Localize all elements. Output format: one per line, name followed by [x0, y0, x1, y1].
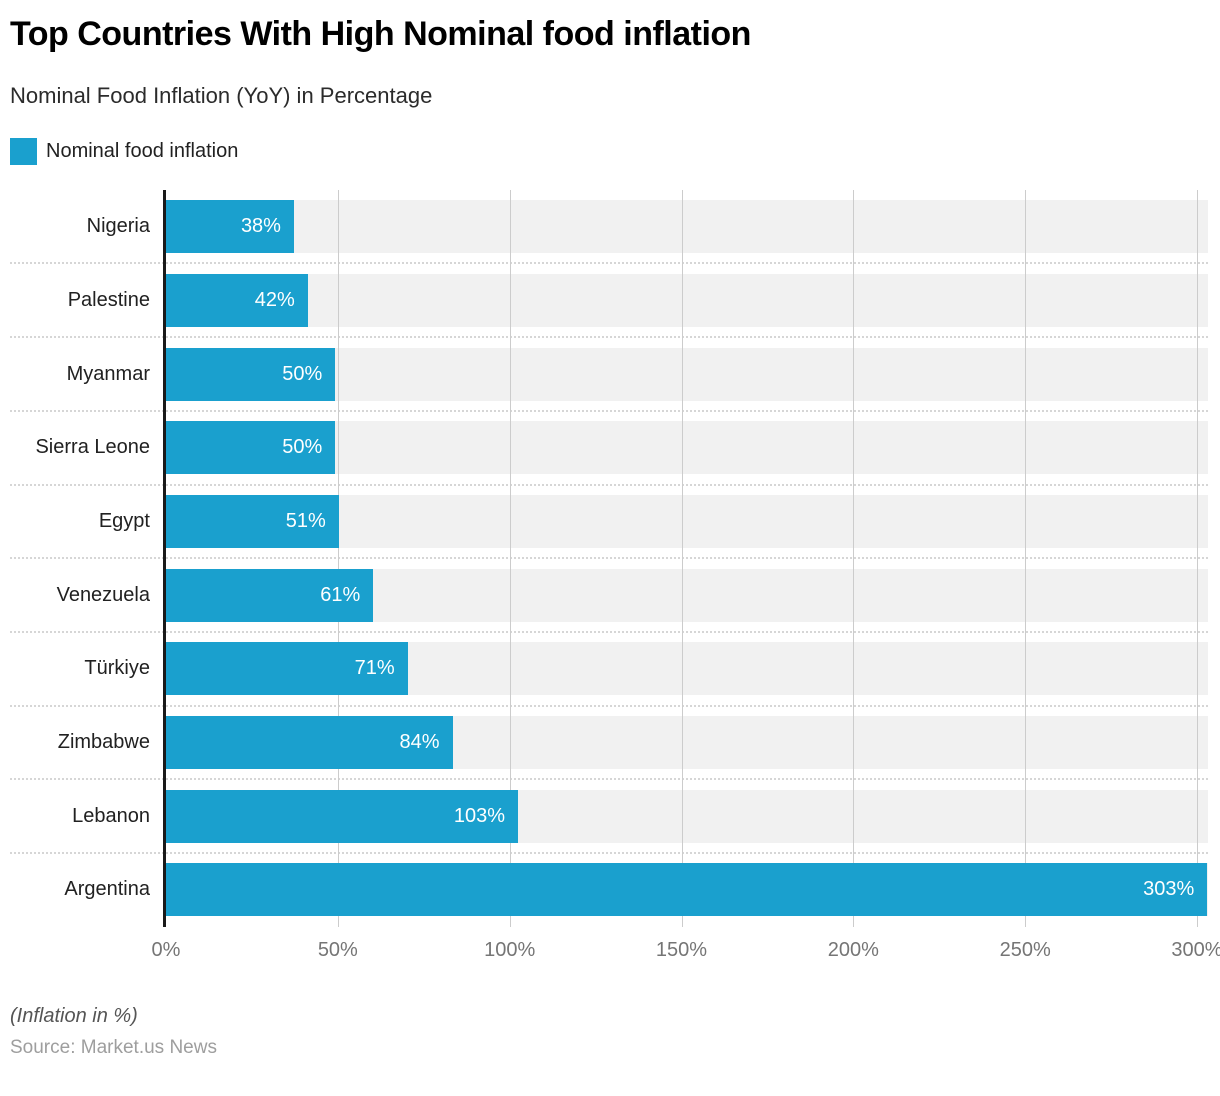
chart-row: Türkiye 71%	[0, 632, 1208, 707]
category-label: Myanmar	[66, 362, 150, 385]
chart-row: Lebanon 103%	[0, 779, 1208, 854]
x-tick-label: 100%	[484, 938, 536, 961]
bar-track: 61%	[163, 568, 1208, 622]
x-tick-label: 0%	[151, 938, 181, 961]
bar-nigeria[interactable]: 38%	[163, 200, 294, 254]
bar-zimbabwe[interactable]: 84%	[163, 715, 453, 769]
y-axis-line	[163, 189, 166, 927]
category-label: Venezuela	[56, 583, 150, 606]
bar-value-label: 50%	[282, 362, 323, 385]
category-label: Egypt	[98, 509, 150, 532]
chart-page: Top Countries With High Nominal food inf…	[0, 14, 1220, 1096]
x-axis: 0% 50% 100% 150% 200% 250% 300%	[152, 927, 1220, 969]
x-tick-label: 150%	[655, 938, 708, 961]
bar-track: 50%	[163, 347, 1208, 401]
category-label: Türkiye	[84, 657, 150, 680]
chart-row: Egypt 51%	[0, 485, 1208, 559]
bar-track: 50%	[163, 421, 1208, 475]
bar-chart-plot: Nigeria 38% Palestine 42% Myanmar 50% Sierra L…	[0, 189, 1208, 927]
legend-swatch-icon	[10, 137, 37, 165]
category-label: Sierra Leone	[35, 436, 150, 459]
gridline-200%	[853, 189, 855, 927]
bar-track: 71%	[163, 642, 1208, 696]
bar-value-label: 42%	[254, 288, 295, 311]
source-credit: Source: Market.us News	[10, 1036, 217, 1058]
bar-value-label: 303%	[1143, 878, 1195, 901]
category-label: Zimbabwe	[57, 730, 150, 753]
gridline-150%	[681, 189, 683, 927]
bar-argentina[interactable]: 303%	[163, 863, 1208, 917]
bar-track: 84%	[163, 715, 1208, 769]
chart-row: Zimbabwe 84%	[0, 706, 1208, 780]
bar-track: 42%	[163, 273, 1208, 327]
chart-row: Venezuela 61%	[0, 558, 1208, 633]
bar-myanmar[interactable]: 50%	[163, 347, 336, 401]
bar-value-label: 84%	[399, 730, 440, 753]
bar-track: 103%	[163, 789, 1208, 843]
gridline-250%	[1025, 189, 1027, 927]
chart-subtitle: Nominal Food Inflation (YoY) in Percenta…	[10, 82, 433, 108]
chart-row: Myanmar 50%	[0, 337, 1208, 412]
category-label: Palestine	[67, 288, 150, 311]
gridline-50%	[337, 189, 339, 927]
bar-sierra-leone[interactable]: 50%	[163, 421, 336, 475]
chart-rows: Nigeria 38% Palestine 42% Myanmar 50% Sierra L…	[0, 190, 1208, 927]
gridline-100%	[509, 189, 511, 927]
category-label: Lebanon	[72, 804, 150, 827]
bar-track: 38%	[163, 200, 1208, 254]
bar-value-label: 61%	[320, 583, 361, 606]
bar-palestine[interactable]: 42%	[163, 273, 308, 327]
chart-row: Sierra Leone 50%	[0, 411, 1208, 486]
category-label: Argentina	[64, 878, 150, 901]
chart-title: Top Countries With High Nominal food inf…	[10, 15, 751, 53]
chart-footer: (Inflation in %) Source: Market.us News	[10, 1005, 1210, 1059]
bar-egypt[interactable]: 51%	[163, 494, 339, 548]
category-label: Nigeria	[86, 215, 150, 238]
bar-track: 303%	[163, 863, 1208, 917]
x-tick-label: 50%	[317, 938, 358, 961]
bar-venezuela[interactable]: 61%	[163, 568, 374, 622]
chart-row: Palestine 42%	[0, 263, 1208, 338]
bar-value-label: 103%	[453, 804, 505, 827]
bar-track: 51%	[163, 494, 1208, 548]
chart-row: Nigeria 38%	[0, 190, 1208, 265]
chart-row: Argentina 303%	[0, 853, 1208, 927]
bar-value-label: 50%	[282, 436, 323, 459]
x-tick-label: 300%	[1171, 938, 1220, 961]
bar-value-label: 51%	[285, 509, 326, 532]
legend-label: Nominal food inflation	[46, 139, 239, 162]
bar-lebanon[interactable]: 103%	[163, 789, 518, 843]
bar-value-label: 71%	[354, 657, 395, 680]
bar-value-label: 38%	[240, 215, 281, 238]
x-tick-label: 250%	[999, 938, 1051, 961]
gridline-300%	[1197, 189, 1198, 927]
x-tick-label: 200%	[827, 938, 879, 961]
gridlines	[166, 189, 1208, 927]
bar-türkiye[interactable]: 71%	[163, 642, 408, 696]
legend[interactable]: Nominal food inflation	[10, 137, 1210, 165]
axis-unit-note: (Inflation in %)	[10, 1004, 138, 1027]
